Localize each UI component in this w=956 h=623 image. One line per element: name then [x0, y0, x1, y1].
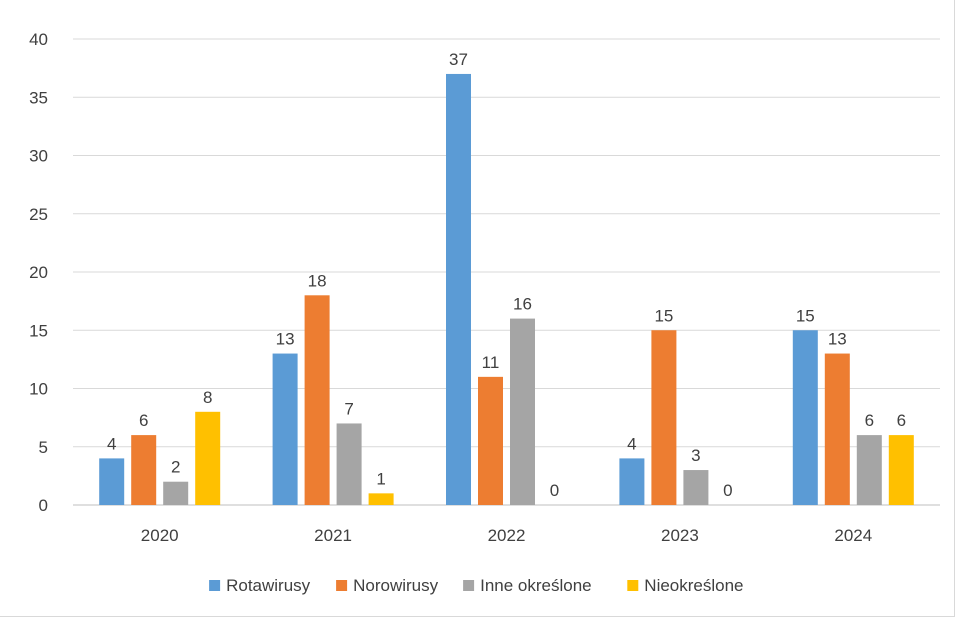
y-tick-label: 10	[29, 380, 48, 399]
x-axis-ticks: 2020 2021 2022 2023 2024	[141, 526, 872, 545]
bar	[824, 353, 850, 505]
bar	[683, 470, 709, 505]
y-axis-ticks: 0 5 10 15 20 25 30 35 40	[29, 30, 48, 515]
legend-swatch	[336, 580, 348, 591]
bar	[131, 435, 157, 505]
y-tick-label: 40	[29, 30, 48, 49]
data-label: 3	[691, 446, 700, 465]
data-label: 4	[627, 434, 636, 453]
bar	[195, 411, 221, 505]
data-label: 16	[513, 295, 532, 314]
bar	[856, 435, 882, 505]
data-label: 0	[550, 481, 559, 500]
data-label: 0	[723, 481, 732, 500]
y-tick-label: 30	[29, 147, 48, 166]
legend-swatch	[627, 580, 639, 591]
data-label: 13	[276, 330, 295, 349]
x-tick-label: 2022	[488, 526, 526, 545]
y-tick-label: 5	[39, 438, 48, 457]
x-tick-label: 2020	[141, 526, 179, 545]
y-tick-label: 0	[39, 496, 48, 515]
data-label: 15	[796, 306, 815, 325]
x-tick-label: 2021	[314, 526, 352, 545]
x-tick-label: 2023	[661, 526, 699, 545]
data-label: 8	[203, 388, 212, 407]
bars	[99, 73, 914, 505]
legend: Rotawirusy Norowirusy Inne określone Nieokr…	[209, 576, 744, 595]
bar	[619, 458, 645, 505]
legend-label: Nieokreślone	[644, 576, 743, 595]
data-label: 6	[865, 411, 874, 430]
x-tick-label: 2024	[834, 526, 872, 545]
data-label: 7	[344, 399, 353, 418]
bar	[510, 318, 535, 505]
y-tick-label: 25	[29, 205, 48, 224]
data-label: 4	[107, 434, 116, 453]
data-label: 6	[139, 411, 148, 430]
data-label: 11	[482, 353, 500, 372]
legend-label: Rotawirusy	[226, 576, 311, 595]
bar	[272, 353, 298, 505]
bar	[99, 458, 125, 505]
legend-label: Inne określone	[480, 576, 592, 595]
bar	[163, 481, 189, 505]
y-tick-label: 15	[29, 321, 48, 340]
y-tick-label: 35	[29, 88, 48, 107]
bar	[651, 330, 677, 505]
legend-label: Norowirusy	[353, 576, 439, 595]
data-label: 6	[897, 411, 906, 430]
data-label: 13	[828, 330, 847, 349]
bar	[792, 330, 818, 505]
bar	[446, 73, 471, 505]
y-tick-label: 20	[29, 263, 48, 282]
data-label: 18	[308, 271, 327, 290]
data-label: 1	[376, 469, 385, 488]
legend-swatch	[209, 580, 221, 591]
legend-swatch	[463, 580, 475, 591]
bar	[368, 493, 394, 505]
bar	[888, 435, 914, 505]
bar	[478, 376, 503, 505]
data-labels: 4 6 2 8 13 18 7 1 37 11 16 0 4 15 3 0 15 13 6 6	[107, 50, 906, 500]
data-label: 15	[654, 306, 673, 325]
bar	[336, 423, 362, 505]
data-label: 37	[449, 50, 468, 69]
bar	[304, 295, 330, 505]
data-label: 2	[171, 458, 180, 477]
